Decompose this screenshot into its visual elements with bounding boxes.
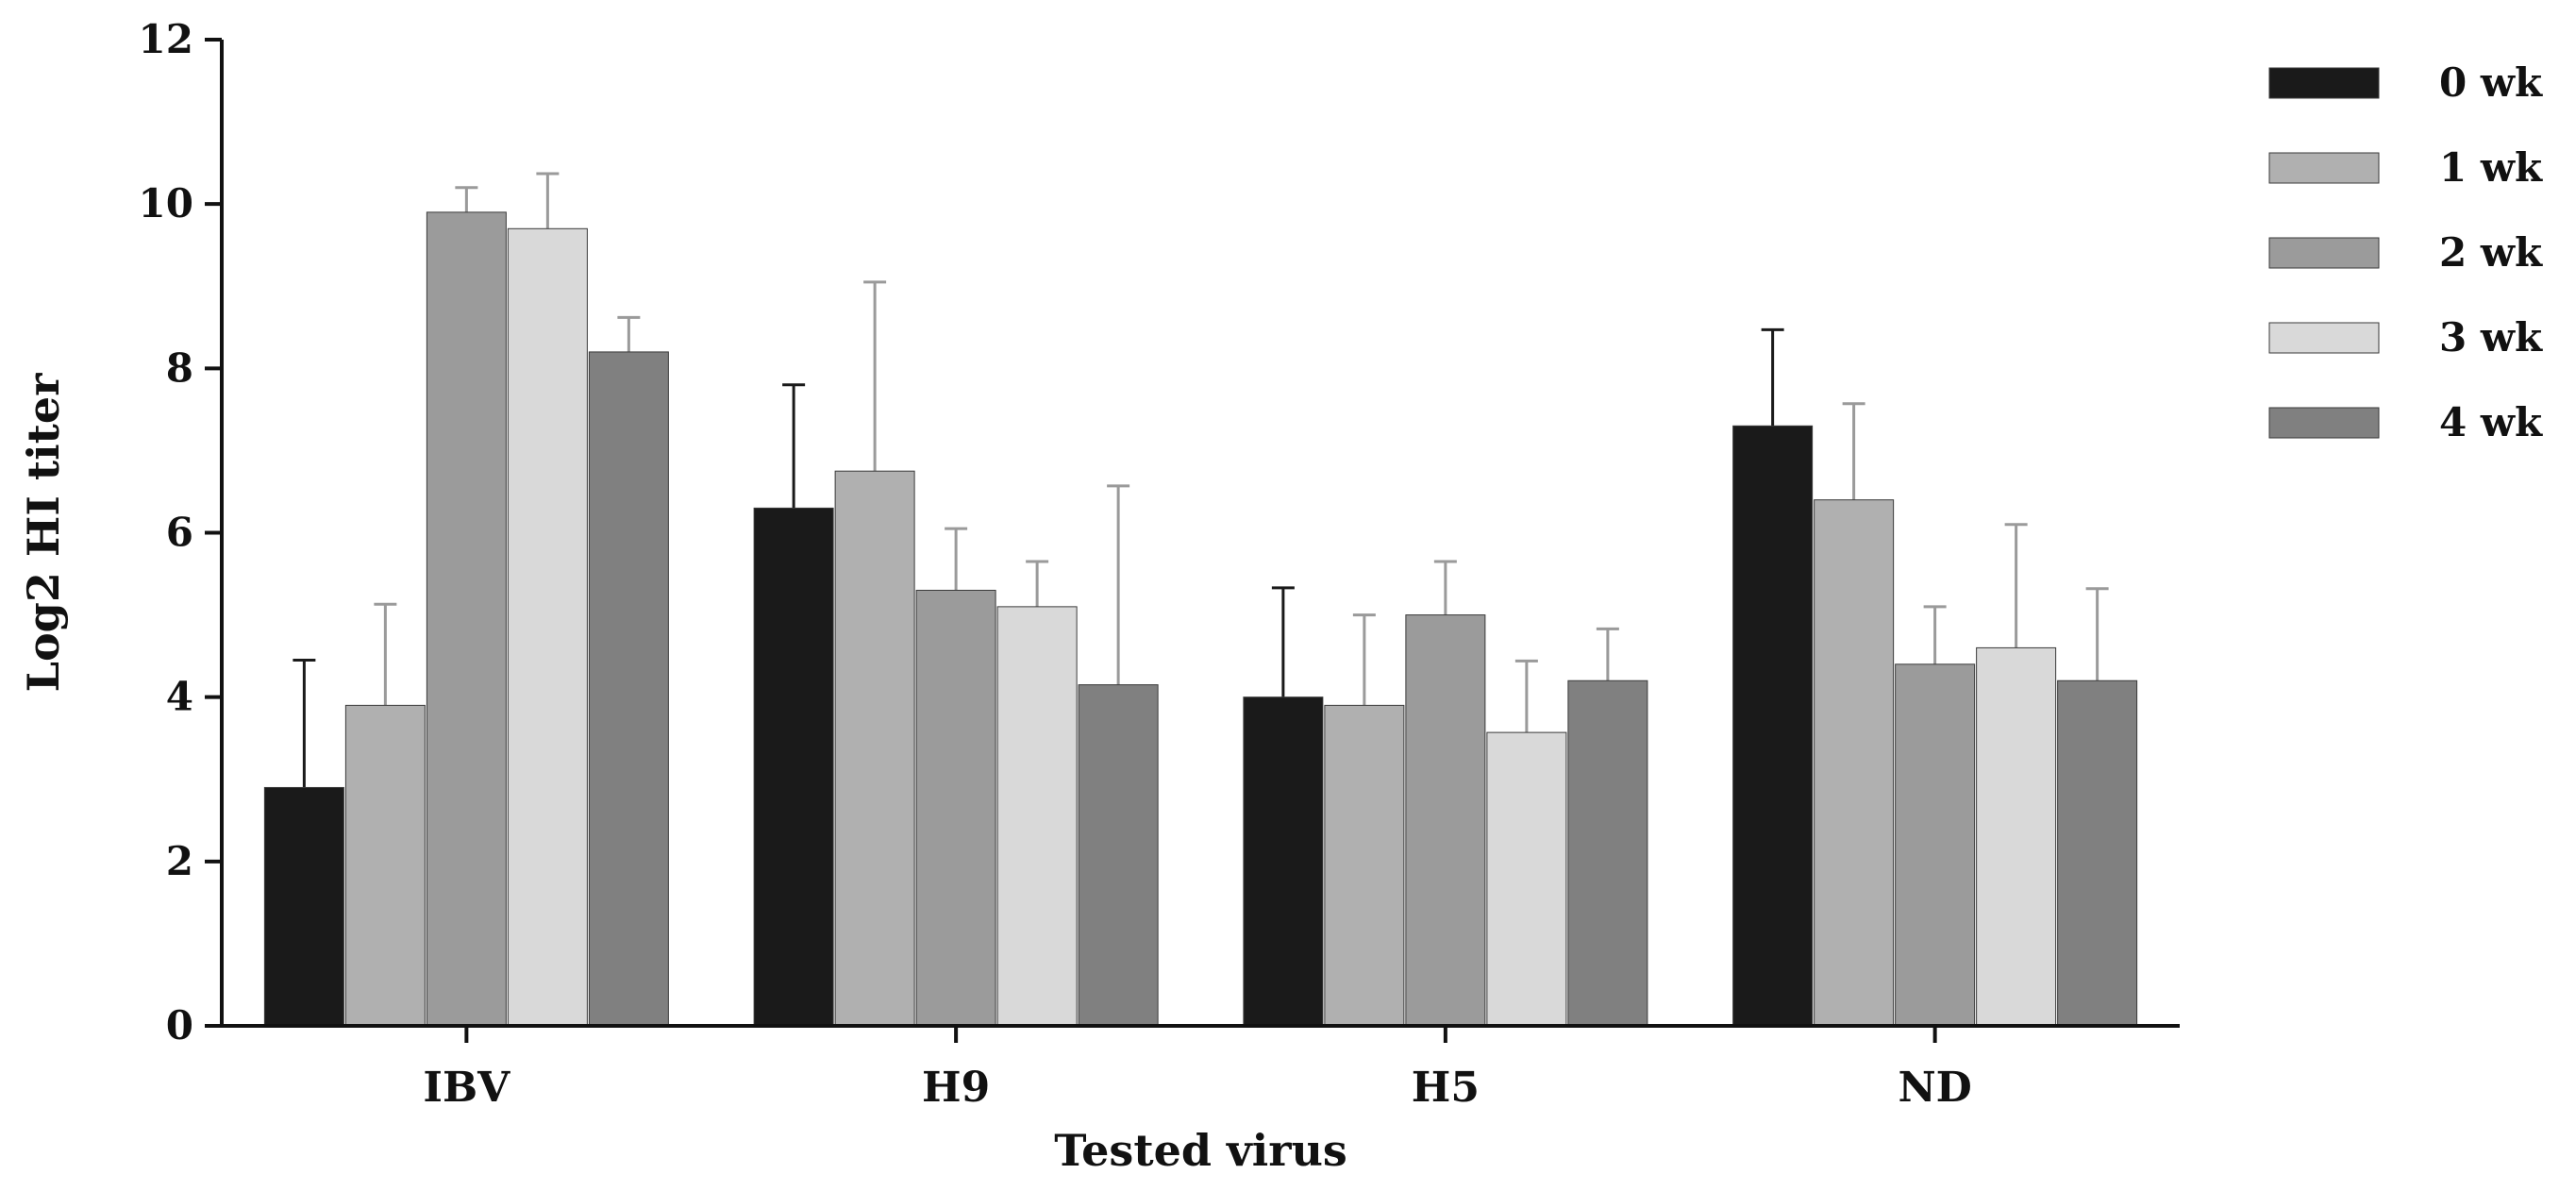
x-axis-category-labels: IBV H9 H5 ND [423, 1026, 1972, 1112]
y-axis-ticks: 0 2 4 6 8 10 12 [139, 16, 222, 1048]
y-tick-label-5: 10 [139, 180, 193, 226]
legend-label-2wk: 2 wk [2439, 229, 2543, 276]
bar-h9-4wk [1078, 684, 1159, 1027]
bar-ibv-0wk [263, 786, 344, 1027]
bar-ibv-2wk [426, 211, 507, 1027]
x-category-label-h9: H9 [922, 1064, 990, 1112]
bar-h5-4wk [1567, 679, 1648, 1027]
x-category-label-nd: ND [1898, 1064, 1971, 1112]
legend-label-4wk: 4 wk [2439, 399, 2543, 445]
legend-label-3wk: 3 wk [2439, 314, 2543, 361]
bar-h9-2wk [915, 589, 996, 1027]
bar-h5-2wk [1405, 614, 1486, 1027]
legend-swatch-2wk [2268, 237, 2380, 269]
y-tick-label-6: 12 [139, 16, 193, 62]
bar-nd-2wk [1895, 663, 1976, 1027]
bar-h5-3wk [1486, 731, 1567, 1027]
y-tick-label-3: 6 [166, 510, 193, 556]
x-category-label-h5: H5 [1412, 1064, 1480, 1112]
legend-swatch-1wk [2268, 152, 2380, 184]
bars [263, 211, 2138, 1027]
y-tick-label-0: 0 [166, 1002, 193, 1048]
bar-h5-0wk [1243, 696, 1324, 1027]
bar-ibv-1wk [344, 704, 426, 1027]
bar-ibv-4wk [588, 351, 669, 1027]
legend-swatch-0wk [2268, 67, 2380, 99]
bar-h5-1wk [1324, 704, 1405, 1027]
bar-nd-3wk [1976, 646, 2057, 1027]
bar-ibv-3wk [507, 227, 588, 1027]
bar-nd-1wk [1814, 499, 1895, 1027]
y-tick-label-2: 4 [166, 674, 193, 720]
y-tick-label-1: 2 [166, 838, 193, 884]
y-axis-title: Log2 HI titer [18, 373, 69, 692]
y-tick-label-4: 8 [166, 344, 193, 391]
bar-h9-3wk [996, 606, 1078, 1027]
legend: 0 wk 1 wk 2 wk 3 wk 4 wk [2268, 59, 2543, 445]
bar-nd-4wk [2057, 679, 2138, 1027]
bar-h9-0wk [753, 507, 834, 1027]
x-axis-title: Tested virus [1054, 1125, 1347, 1176]
legend-label-0wk: 0 wk [2439, 59, 2543, 106]
legend-label-1wk: 1 wk [2439, 144, 2543, 191]
x-category-label-ibv: IBV [423, 1064, 510, 1112]
bar-h9-1wk [834, 470, 915, 1027]
error-bars [293, 172, 2109, 788]
bar-nd-0wk [1732, 425, 1814, 1027]
legend-swatch-4wk [2268, 407, 2380, 439]
legend-swatch-3wk [2268, 322, 2380, 354]
